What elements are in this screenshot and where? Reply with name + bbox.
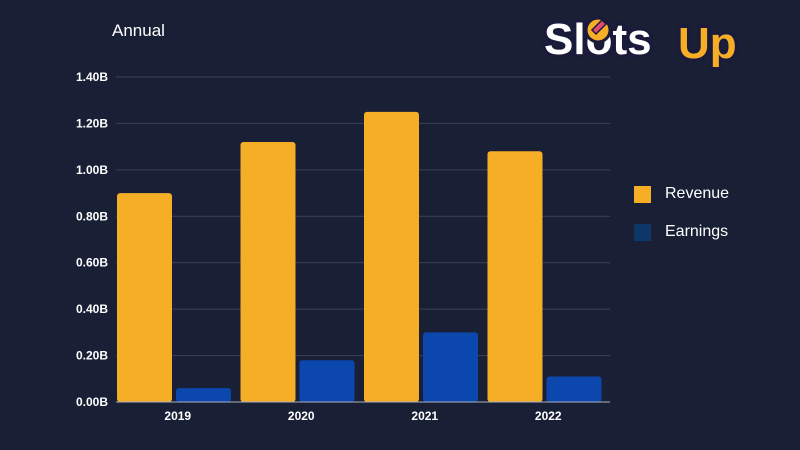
legend-label-earnings: Earnings bbox=[665, 223, 729, 240]
y-tick-label: 0.00B bbox=[76, 395, 108, 409]
bar-earnings-2020 bbox=[299, 360, 355, 402]
y-tick-label: 1.40B bbox=[76, 70, 108, 84]
x-tick-label: 2019 bbox=[164, 409, 191, 423]
rocket-moon-icon bbox=[584, 16, 612, 44]
slotsup-logo: Slots Up bbox=[541, 12, 741, 71]
legend-item-earnings: Earnings bbox=[634, 222, 729, 242]
y-tick-label: 0.80B bbox=[76, 209, 108, 223]
legend-item-revenue: Revenue bbox=[634, 184, 729, 204]
x-tick-label: 2020 bbox=[288, 409, 315, 423]
bar-revenue-2022 bbox=[487, 151, 543, 402]
chart-title: Annual bbox=[112, 21, 165, 40]
bar-earnings-2021 bbox=[423, 332, 478, 402]
logo-text-up: Up bbox=[678, 19, 737, 68]
bar-revenue-2021 bbox=[364, 111, 419, 403]
legend-label-revenue: Revenue bbox=[665, 185, 730, 202]
bar-revenue-2020 bbox=[240, 142, 296, 402]
legend-swatch-earnings bbox=[634, 223, 651, 241]
bar-earnings-2019 bbox=[176, 388, 231, 402]
x-tick-label: 2022 bbox=[535, 409, 562, 423]
x-tick-label: 2021 bbox=[411, 409, 438, 423]
bar-revenue-2019 bbox=[117, 193, 172, 402]
y-tick-label: 0.40B bbox=[76, 302, 108, 316]
y-tick-label: 1.20B bbox=[76, 116, 108, 130]
y-tick-label: 0.60B bbox=[76, 256, 108, 270]
bar-earnings-2022 bbox=[546, 376, 602, 402]
legend: Revenue Earnings bbox=[634, 184, 729, 260]
y-tick-label: 1.00B bbox=[76, 163, 108, 177]
y-tick-label: 0.20B bbox=[76, 349, 108, 363]
legend-swatch-revenue bbox=[634, 185, 651, 203]
